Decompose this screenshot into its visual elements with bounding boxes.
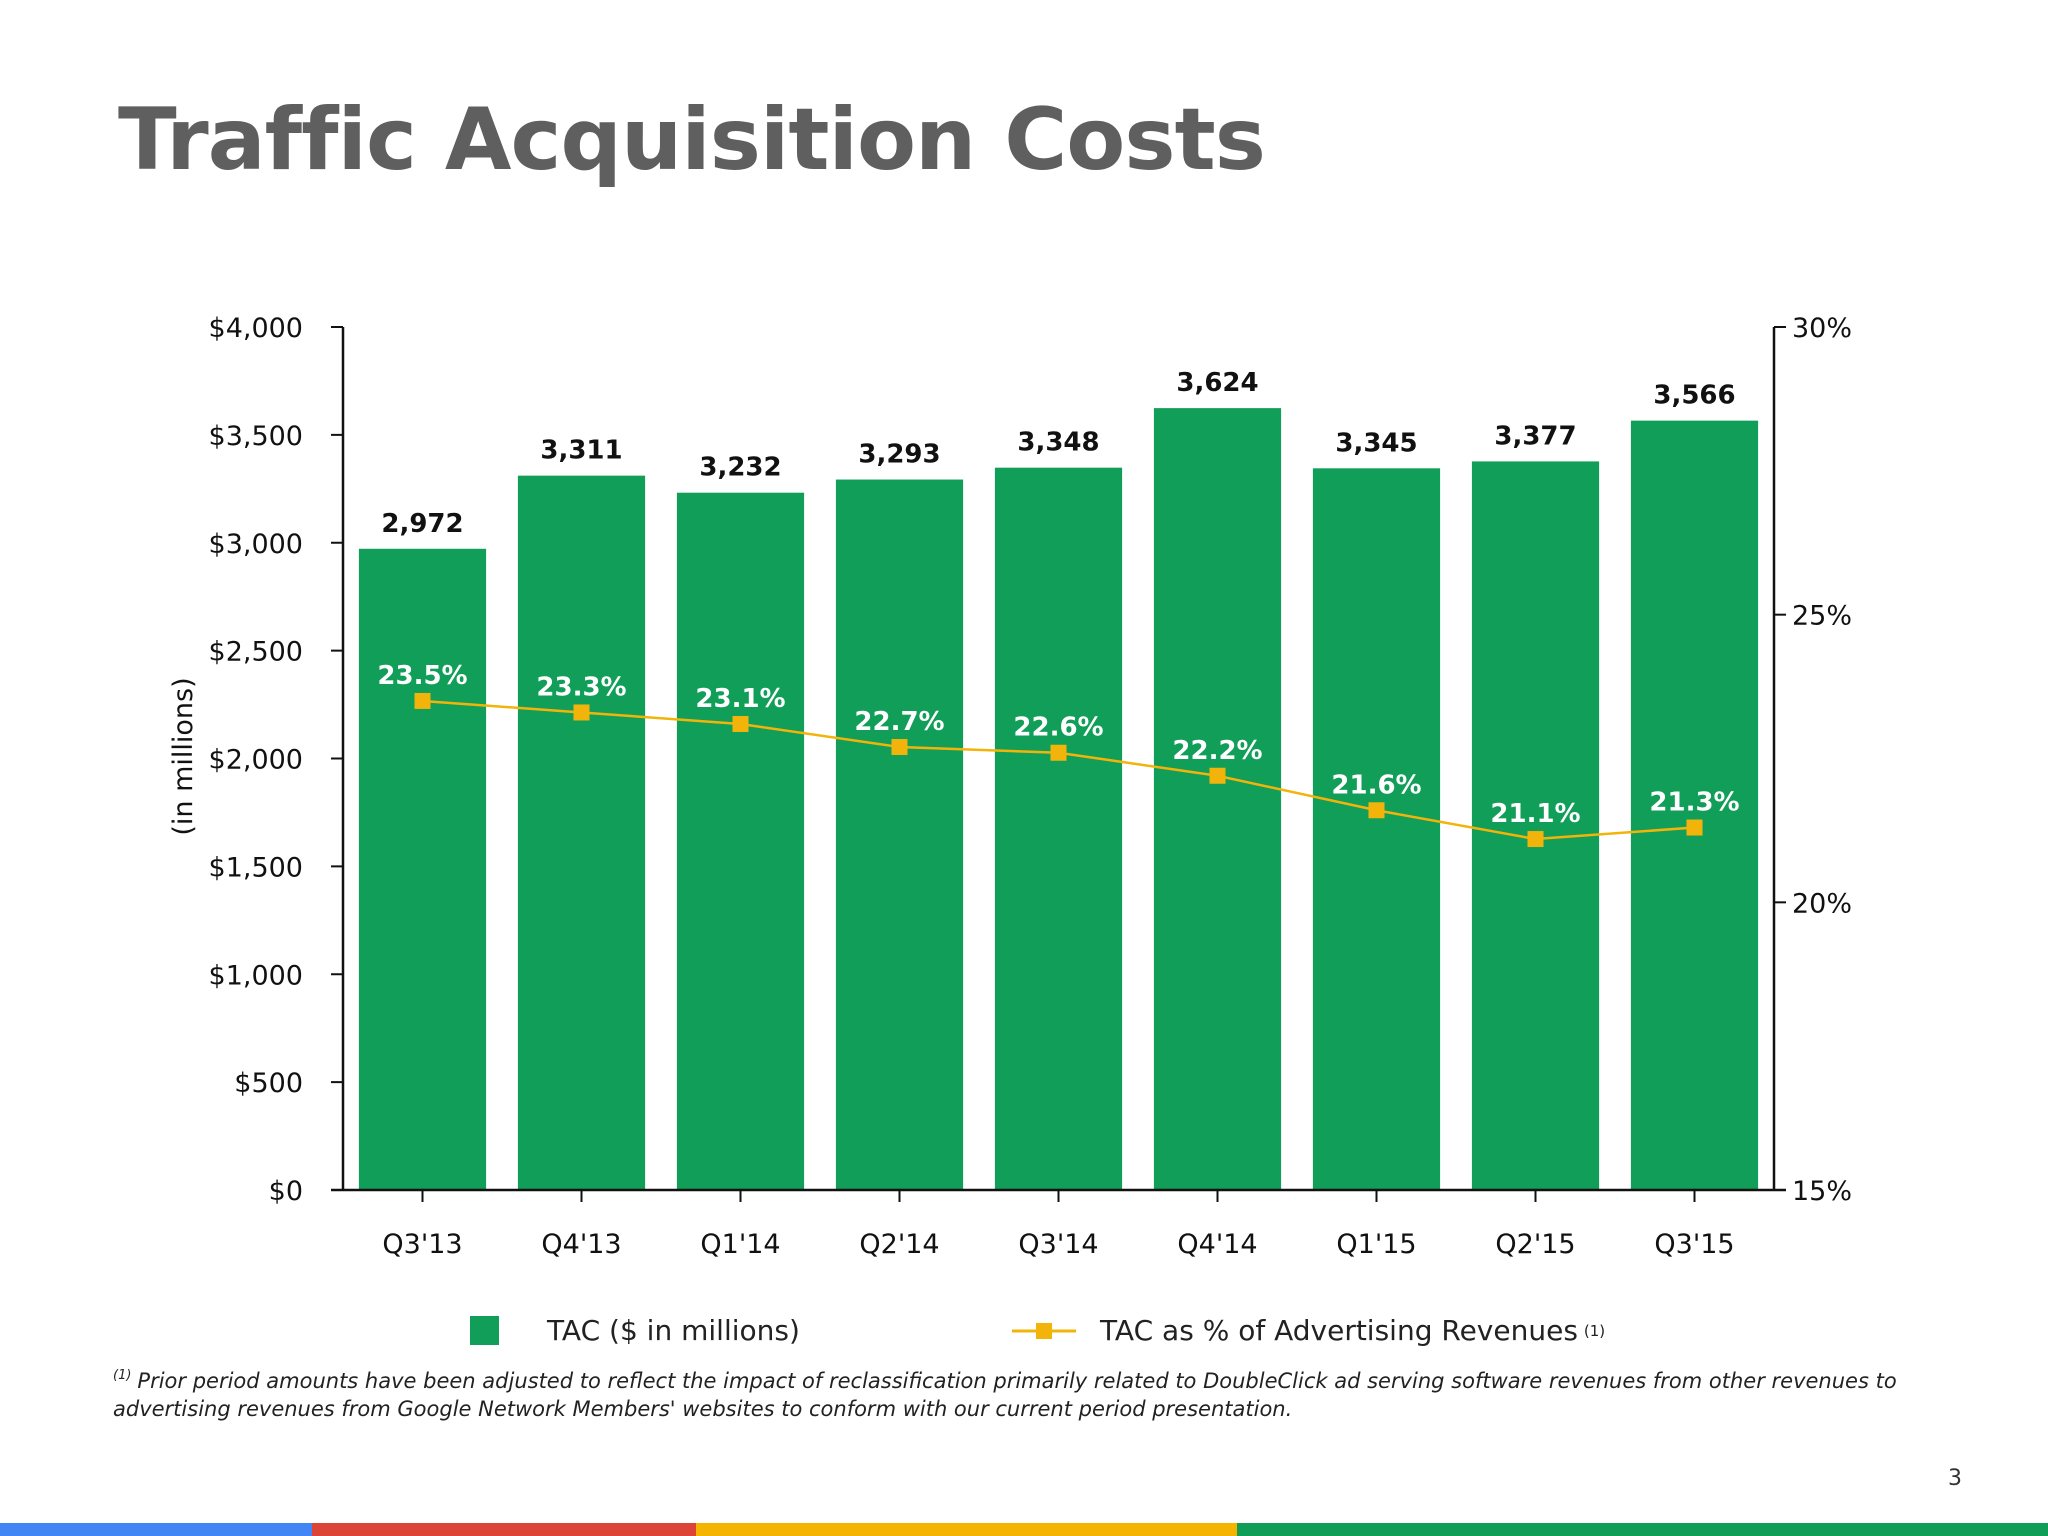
strip-segment-yellow <box>696 1523 1237 1536</box>
bar-3 <box>835 479 964 1190</box>
tac-percent-marker-0 <box>414 692 431 709</box>
strip-segment-blue <box>0 1523 312 1536</box>
y-tick-label-7: $3,500 <box>209 421 303 452</box>
y2-tick-label-0: 15% <box>1792 1176 1852 1207</box>
tac-percent-label-1: 23.3% <box>536 672 626 702</box>
legend-item-tac: TAC ($ in millions) <box>470 1314 800 1347</box>
y-tick-label-1: $500 <box>234 1068 303 1099</box>
bar-0 <box>358 548 487 1190</box>
tac-percent-label-6: 21.6% <box>1331 770 1421 800</box>
tac-percent-marker-5 <box>1209 767 1226 784</box>
bar-4 <box>994 467 1123 1190</box>
x-tick-label-8: Q3'15 <box>1654 1229 1734 1260</box>
bar-value-label-0: 2,972 <box>381 509 463 539</box>
legend-label-tac-percent: TAC as % of Advertising Revenues <box>1100 1314 1578 1347</box>
y-tick-label-8: $4,000 <box>209 313 303 344</box>
x-tick-label-2: Q1'14 <box>700 1229 780 1260</box>
x-tick-label-6: Q1'15 <box>1336 1229 1416 1260</box>
bar-value-label-8: 3,566 <box>1653 381 1735 411</box>
bar-7 <box>1471 461 1600 1191</box>
bar-6 <box>1312 468 1441 1190</box>
x-tick-label-7: Q2'15 <box>1495 1229 1575 1260</box>
x-tick-label-1: Q4'13 <box>541 1229 621 1260</box>
page-number: 3 <box>1948 1466 1962 1491</box>
x-tick-label-0: Q3'13 <box>382 1229 462 1260</box>
x-tick-label-4: Q3'14 <box>1018 1229 1098 1260</box>
bar-value-label-2: 3,232 <box>699 453 781 483</box>
y2-tick-label-2: 25% <box>1792 601 1852 632</box>
tac-percent-marker-6 <box>1368 802 1385 819</box>
tac-percent-marker-4 <box>1050 744 1067 761</box>
y-tick-label-2: $1,000 <box>209 960 303 991</box>
tac-percent-label-5: 22.2% <box>1172 736 1262 766</box>
tac-percent-marker-1 <box>573 704 590 721</box>
y-tick-label-0: $0 <box>269 1176 303 1207</box>
tac-percent-label-0: 23.5% <box>377 661 467 691</box>
footnote: (1) Prior period amounts have been adjust… <box>113 1362 1943 1423</box>
x-tick-label-3: Q2'14 <box>859 1229 939 1260</box>
bar-value-label-1: 3,311 <box>540 436 622 466</box>
tac-percent-marker-3 <box>891 738 908 755</box>
strip-segment-red <box>312 1523 696 1536</box>
page-title: Traffic Acquisition Costs <box>118 90 1266 190</box>
legend-swatch-bar <box>470 1316 499 1345</box>
bar-2 <box>676 492 805 1190</box>
x-tick-label-5: Q4'14 <box>1177 1229 1257 1260</box>
tac-percent-marker-2 <box>732 715 749 732</box>
y-tick-label-4: $2,000 <box>209 745 303 776</box>
y-tick-label-5: $2,500 <box>209 637 303 668</box>
y2-tick-label-1: 20% <box>1792 888 1852 919</box>
bar-5 <box>1153 408 1282 1190</box>
bar-value-label-4: 3,348 <box>1017 428 1099 458</box>
legend-swatch-line <box>1012 1322 1076 1339</box>
tac-percent-label-8: 21.3% <box>1649 788 1739 818</box>
bar-value-label-6: 3,345 <box>1335 428 1417 458</box>
legend-label-tac: TAC ($ in millions) <box>547 1314 800 1347</box>
bar-8 <box>1630 420 1759 1190</box>
tac-percent-label-7: 21.1% <box>1490 799 1580 829</box>
strip-segment-green <box>1237 1523 2048 1536</box>
tac-percent-label-4: 22.6% <box>1013 713 1103 743</box>
y-axis-label: (in millions) <box>168 677 199 835</box>
legend-item-tac-percent: TAC as % of Advertising Revenues (1) <box>1012 1314 1605 1347</box>
tac-percent-marker-8 <box>1686 819 1703 836</box>
bar-value-label-5: 3,624 <box>1176 368 1258 398</box>
bar-value-label-7: 3,377 <box>1494 421 1576 451</box>
tac-percent-label-3: 22.7% <box>854 707 944 737</box>
tac-percent-marker-7 <box>1527 831 1544 848</box>
tac-percent-label-2: 23.1% <box>695 684 785 714</box>
brand-color-strip <box>0 1523 2048 1536</box>
y-tick-label-6: $3,000 <box>209 529 303 560</box>
tac-chart: 2,972 3,311 3,232 3,293 3,348 3,624 3,345 3,377… <box>168 313 1852 1260</box>
footnote-marker: (1) <box>113 1368 132 1383</box>
legend-footnote-marker: (1) <box>1583 1321 1606 1340</box>
bar-1 <box>517 475 646 1191</box>
footnote-text: Prior period amounts have been adjusted … <box>113 1369 1897 1421</box>
bar-value-label-3: 3,293 <box>858 440 940 470</box>
y2-tick-label-3: 30% <box>1792 313 1852 344</box>
y-tick-label-3: $1,500 <box>209 852 303 883</box>
